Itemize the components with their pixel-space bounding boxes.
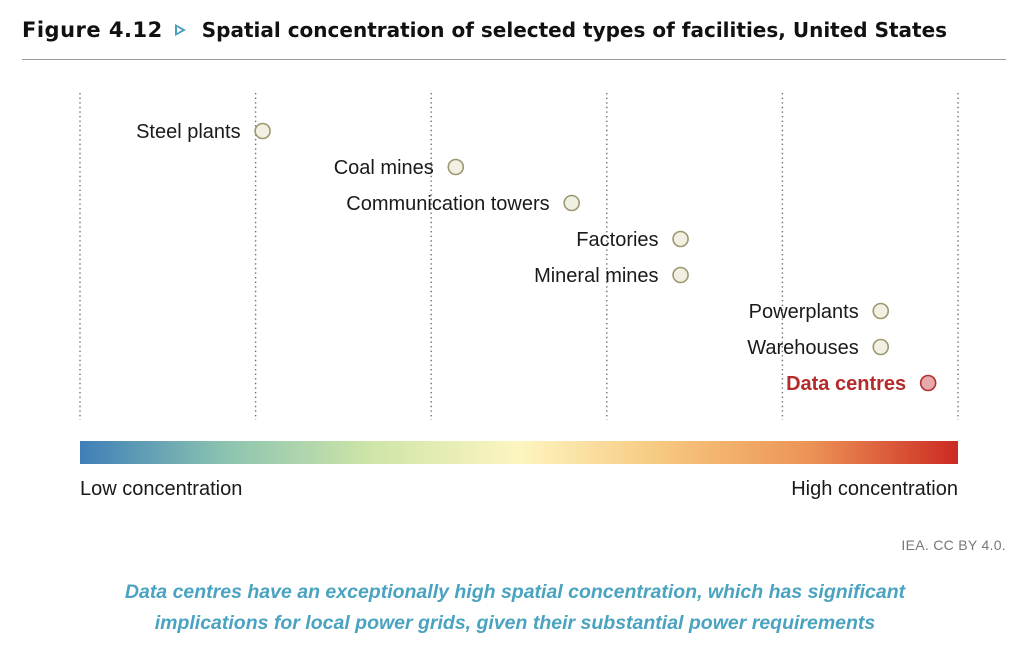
- point-label: Mineral mines: [534, 265, 658, 287]
- point-label: Powerplants: [749, 301, 859, 323]
- point-label: Data centres: [786, 373, 906, 395]
- data-point: [872, 302, 890, 320]
- data-point: [447, 158, 465, 176]
- credit-text: IEA. CC BY 4.0.: [901, 537, 1006, 553]
- point-label: Coal mines: [334, 157, 434, 179]
- triangle-icon: [174, 24, 186, 36]
- caption-line-2: implications for local power grids, give…: [154, 612, 876, 634]
- concentration-chart: Low concentration High concentration Steel…: [79, 93, 959, 500]
- caption-line-1: Data centres have an exceptionally high …: [124, 581, 906, 603]
- point-label: Communication towers: [346, 193, 549, 215]
- data-point: [872, 338, 890, 356]
- point-label: Factories: [576, 229, 658, 251]
- figure-header: Figure 4.12 Spatial concentration of sel…: [22, 13, 1006, 47]
- colorbar-high-label: High concentration: [791, 478, 958, 500]
- caption: Data centres have an exceptionally high …: [0, 577, 1024, 639]
- colorbar: [80, 441, 958, 464]
- figure-title: Spatial concentration of selected types …: [201, 18, 948, 42]
- colorbar-low-label: Low concentration: [80, 478, 242, 500]
- point-label: Warehouses: [747, 337, 859, 359]
- data-point: [672, 266, 689, 284]
- header-divider: [22, 59, 1006, 60]
- data-point: [672, 230, 689, 248]
- figure-label: Figure 4.12: [22, 18, 163, 42]
- data-point: [254, 122, 271, 140]
- point-label: Steel plants: [136, 121, 241, 143]
- data-point: [919, 374, 937, 392]
- data-point: [563, 194, 580, 212]
